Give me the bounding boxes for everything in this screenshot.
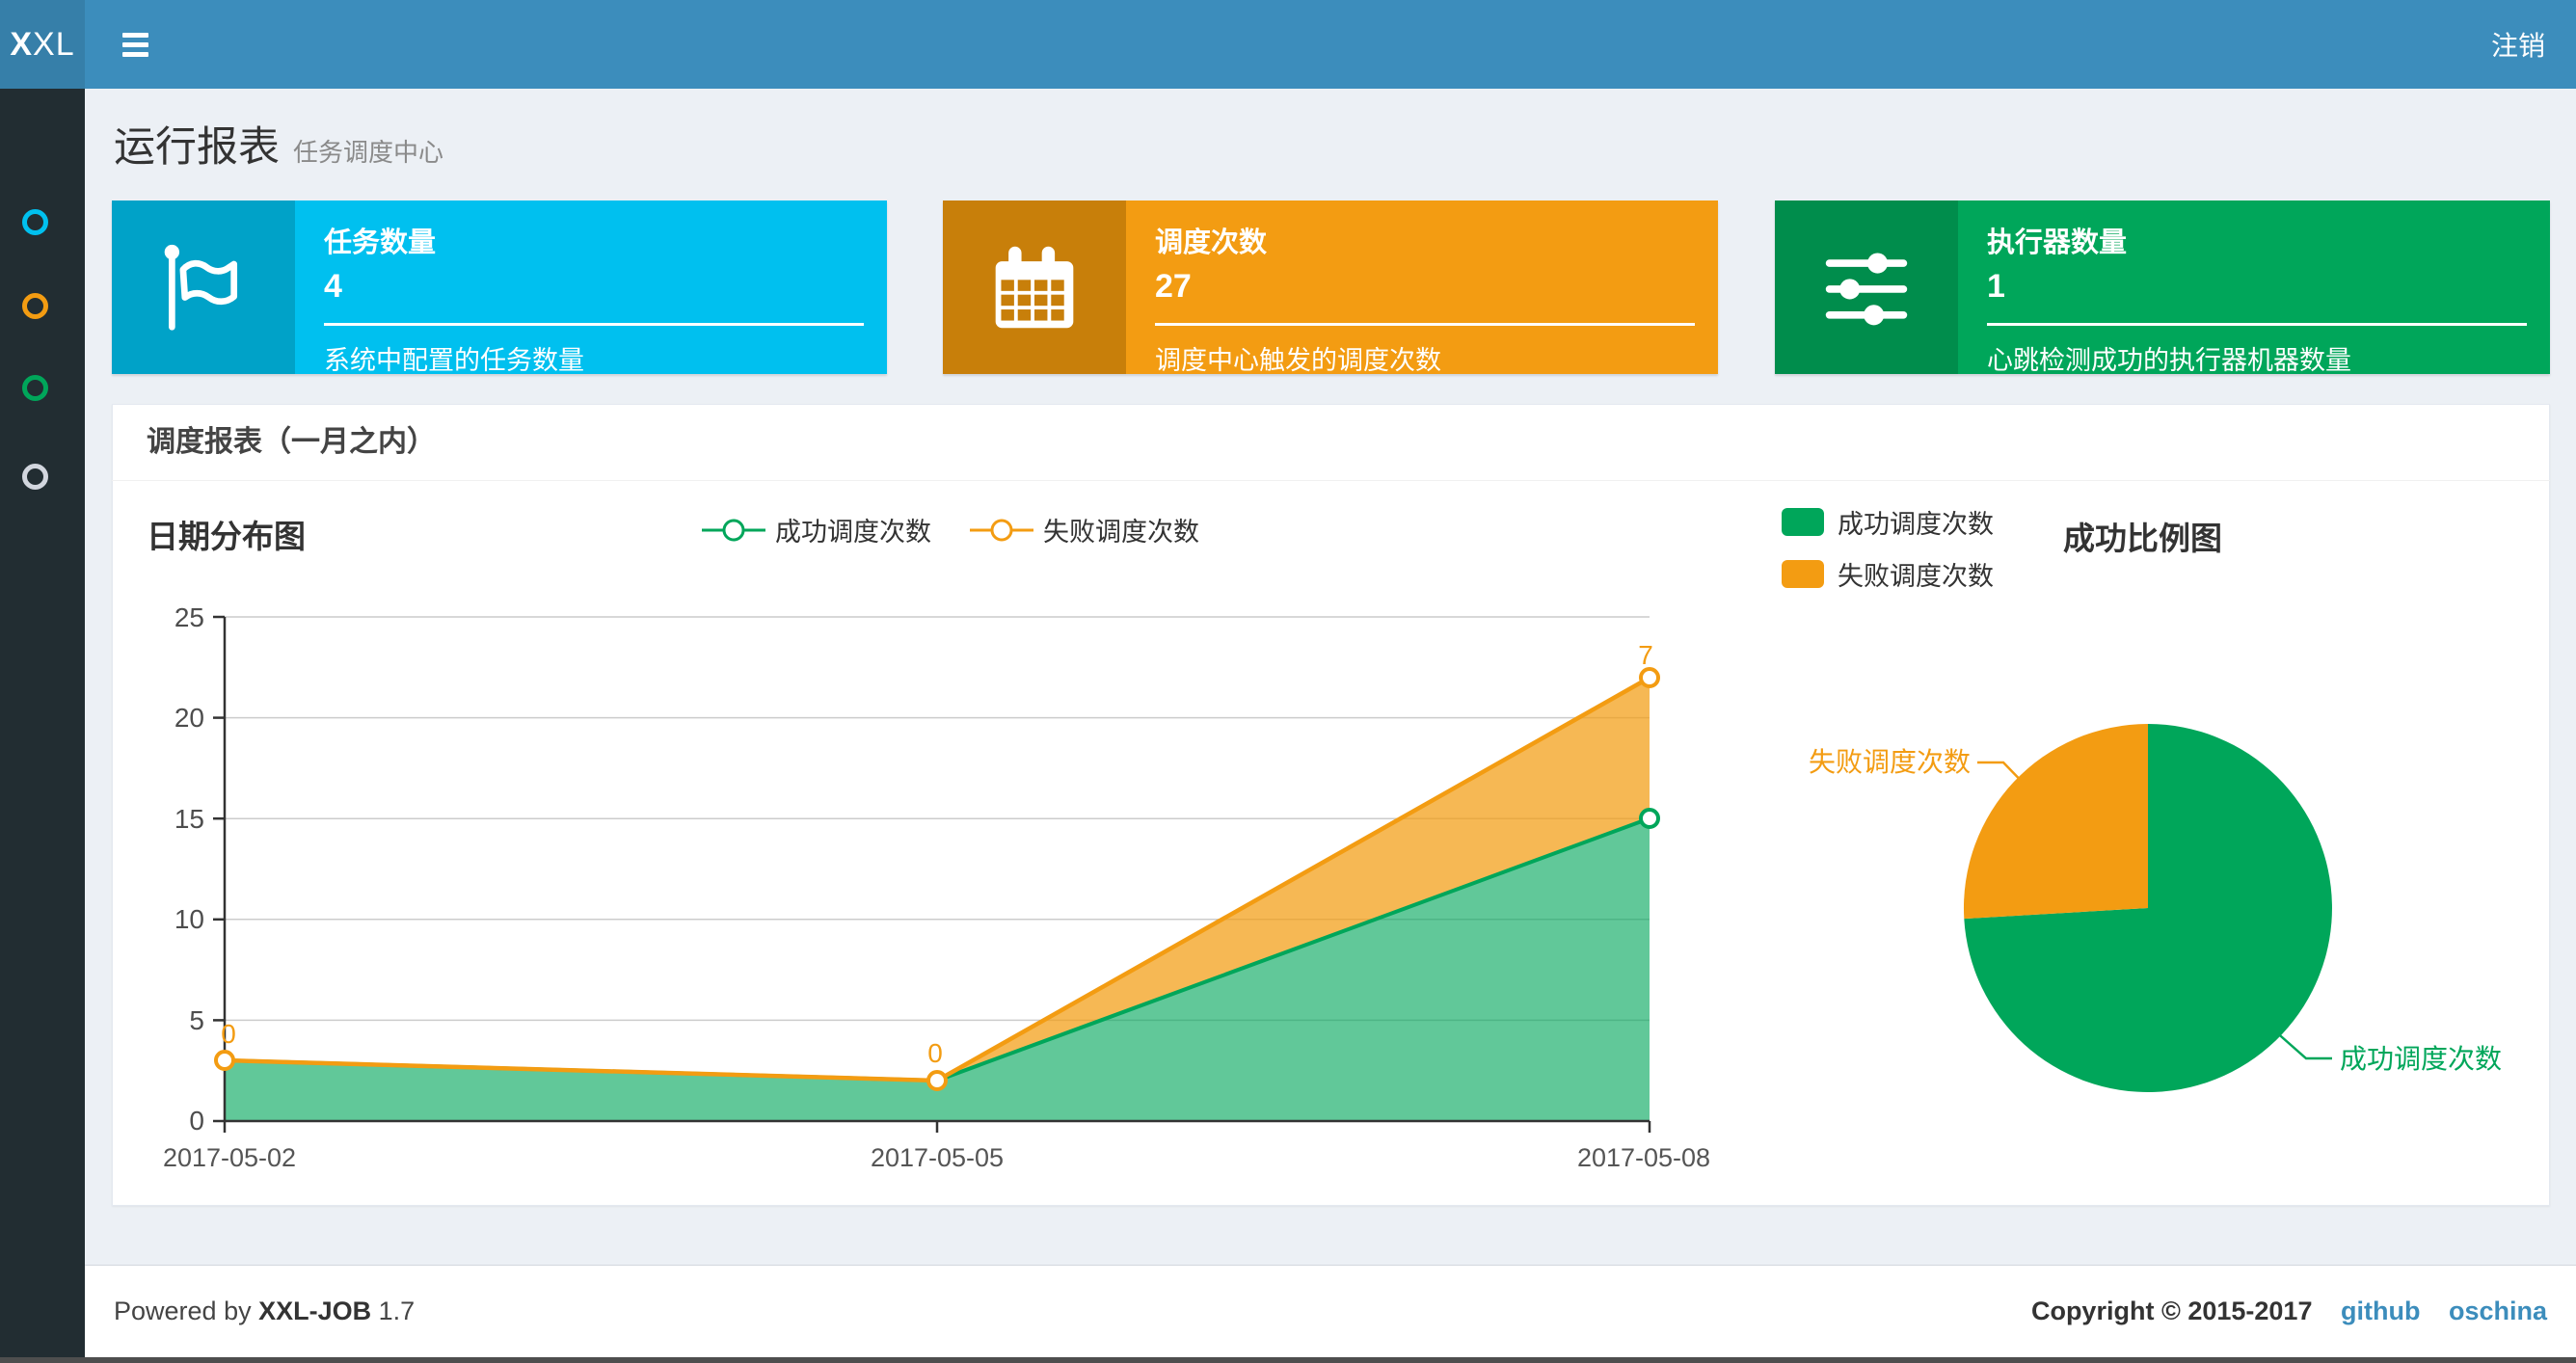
data-point-markers — [214, 667, 1660, 1091]
info-box-value: 1 — [1987, 268, 2005, 305]
info-box-description: 系统中配置的任务数量 — [324, 346, 584, 375]
line-marker-icon — [702, 519, 765, 541]
svg-text:5: 5 — [189, 1005, 204, 1035]
legend-item-fail[interactable]: 失败调度次数 — [970, 511, 1199, 548]
info-box-body: 调度次数 27 调度中心触发的调度次数 — [1126, 200, 1718, 375]
pie-label-success: 成功调度次数 — [2340, 1044, 2502, 1074]
copyright-text: Copyright © 2015-2017 — [2030, 1296, 2313, 1325]
oschina-link[interactable]: oschina — [2448, 1296, 2547, 1325]
axes — [213, 615, 1651, 1133]
powered-prefix: Powered by — [114, 1296, 259, 1325]
legend-label: 失败调度次数 — [1043, 518, 1199, 547]
github-link[interactable]: github — [2340, 1296, 2421, 1325]
pie-label-fail: 失败调度次数 — [1809, 747, 1971, 777]
info-box-value: 27 — [1155, 268, 1192, 305]
swatch-icon — [1782, 560, 1824, 588]
svg-text:0: 0 — [221, 1019, 236, 1049]
info-box-jobs: 任务数量 4 系统中配置的任务数量 — [112, 200, 887, 375]
window-bottom-edge — [0, 1357, 2576, 1363]
sidebar-item-3 circle-outline-icon[interactable] — [22, 375, 48, 401]
info-box-value: 4 — [324, 268, 342, 305]
flag-icon — [112, 200, 295, 374]
legend-label: 失败调度次数 — [1838, 562, 1994, 591]
info-box-description: 调度中心触发的调度次数 — [1155, 346, 1441, 375]
fail-callout-line — [1977, 761, 2035, 795]
sidebar-item-4 circle-outline-icon[interactable] — [22, 464, 48, 490]
info-box-executors: 执行器数量 1 心跳检测成功的执行器机器数量 — [1775, 200, 2550, 375]
legend-item-success[interactable]: 成功调度次数 — [702, 511, 931, 548]
svg-text:20: 20 — [174, 703, 204, 733]
top-navbar: X XL 注销 — [0, 0, 2576, 89]
logo-text: XL — [33, 25, 75, 63]
divider — [1155, 323, 1695, 326]
page-title-text: 运行报表 — [114, 124, 280, 171]
date-distribution-chart: 0 5 10 15 20 25 2017-05-02 2017-05-05 20… — [163, 602, 1710, 1172]
x-axis-labels: 2017-05-02 2017-05-05 2017-05-08 — [163, 1143, 1710, 1172]
page-title: 运行报表 任务调度中心 — [114, 114, 443, 174]
sidebar-toggle-button[interactable] — [106, 0, 164, 89]
fail-area — [225, 678, 1650, 1081]
svg-text:2017-05-02: 2017-05-02 — [163, 1143, 296, 1172]
sidebar — [0, 89, 85, 1363]
line-chart-legend: 成功调度次数 失败调度次数 — [702, 511, 1199, 548]
hamburger-icon — [121, 32, 148, 38]
legend-item-fail[interactable]: 失败调度次数 — [1782, 555, 1994, 593]
app-logo[interactable]: X XL — [0, 0, 85, 89]
pie-chart-legend: 成功调度次数 失败调度次数 — [1782, 503, 1994, 593]
success-area — [225, 818, 1650, 1121]
svg-text:2017-05-05: 2017-05-05 — [871, 1143, 1004, 1172]
hamburger-icon — [121, 41, 148, 47]
brand-name: XXL-JOB — [258, 1296, 372, 1325]
info-box-body: 任务数量 4 系统中配置的任务数量 — [295, 200, 887, 375]
logout-button[interactable]: 注销 — [2490, 31, 2545, 61]
logo-text-bold: X — [10, 25, 34, 63]
divider — [324, 323, 864, 326]
svg-text:15: 15 — [174, 804, 204, 834]
info-box-body: 执行器数量 1 心跳检测成功的执行器机器数量 — [1958, 200, 2550, 375]
legend-item-success[interactable]: 成功调度次数 — [1782, 503, 1994, 541]
sidebar-item-1 circle-outline-icon[interactable] — [22, 209, 48, 235]
hamburger-icon — [121, 51, 148, 57]
info-box-title: 执行器数量 — [1987, 227, 2128, 258]
y-axis-labels: 0 5 10 15 20 25 — [174, 602, 204, 1136]
copyright: Copyright © 2015-2017 github oschina — [2031, 1296, 2547, 1326]
svg-text:2017-05-08: 2017-05-08 — [1577, 1143, 1710, 1172]
svg-text:0: 0 — [927, 1038, 943, 1068]
info-box-description: 心跳检测成功的执行器机器数量 — [1987, 346, 2351, 375]
legend-label: 成功调度次数 — [775, 518, 931, 547]
success-callout-line — [2272, 1029, 2332, 1060]
page-subtitle: 任务调度中心 — [293, 138, 444, 167]
main-footer: Powered by XXL-JOB 1.7 Copyright © 2015-… — [85, 1265, 2576, 1357]
calendar-icon — [943, 200, 1126, 374]
svg-text:0: 0 — [189, 1106, 204, 1136]
report-panel-title: 调度报表（一月之内） — [112, 404, 2550, 481]
info-box-triggers: 调度次数 27 调度中心触发的调度次数 — [943, 200, 1718, 375]
sidebar-item-2 circle-outline-icon[interactable] — [22, 293, 48, 319]
powered-by: Powered by XXL-JOB 1.7 — [114, 1296, 415, 1326]
line-chart-title: 日期分布图 — [147, 519, 306, 554]
divider — [1987, 323, 2527, 326]
success-ratio-pie-chart: 失败调度次数 成功调度次数 — [1809, 724, 2502, 1092]
swatch-icon — [1782, 508, 1824, 536]
version: 1.7 — [378, 1296, 416, 1325]
pie-slice-fail[interactable] — [1963, 724, 2148, 920]
legend-label: 成功调度次数 — [1838, 510, 1994, 539]
fail-point-labels: 0 0 7 — [221, 640, 1653, 1068]
pie-chart-title: 成功比例图 — [2063, 521, 2222, 556]
svg-text:25: 25 — [174, 602, 204, 632]
line-marker-icon — [970, 519, 1033, 541]
sliders-icon — [1775, 200, 1958, 374]
svg-text:10: 10 — [174, 904, 204, 934]
info-box-title: 任务数量 — [324, 227, 437, 258]
svg-text:7: 7 — [1638, 640, 1653, 670]
info-box-title: 调度次数 — [1155, 227, 1268, 258]
pie-slice-success[interactable] — [1964, 724, 2332, 1092]
